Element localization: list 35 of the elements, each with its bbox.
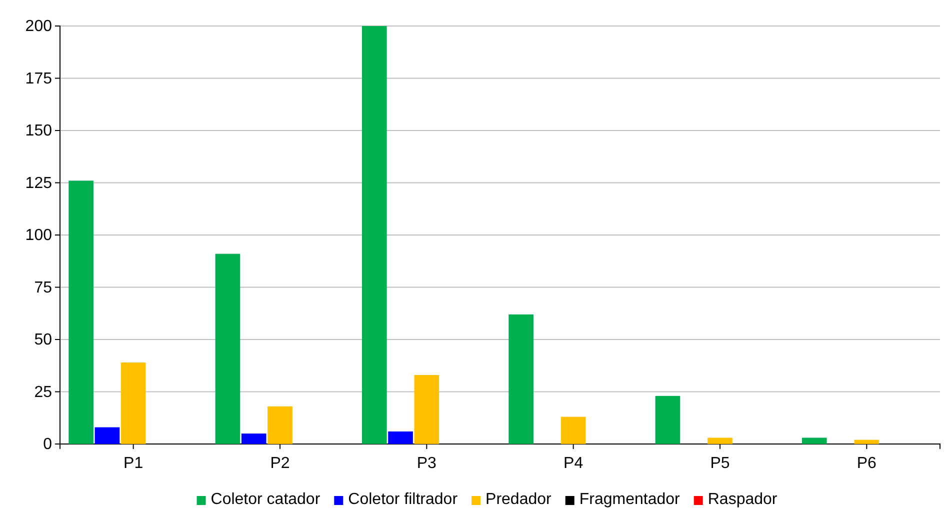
bar [388, 431, 413, 444]
y-tick-label: 25 [34, 384, 52, 401]
legend-label: Coletor catador [210, 491, 321, 508]
bar [508, 314, 534, 444]
y-tick-label: 175 [25, 70, 52, 88]
bar [802, 438, 827, 444]
y-tick-label: 100 [25, 227, 52, 244]
legend-label: Predador [486, 491, 552, 508]
x-tick-label: P6 [856, 455, 877, 472]
bar [68, 180, 94, 444]
bar [708, 438, 732, 444]
bar [120, 362, 146, 444]
y-tick-label: 125 [25, 174, 52, 192]
y-tick-label: 50 [34, 332, 52, 349]
x-tick-label: P4 [564, 455, 584, 472]
y-tick-label: 0 [43, 436, 52, 454]
bar [854, 440, 880, 444]
x-tick-label: P5 [710, 455, 730, 472]
bar [94, 427, 120, 444]
bar [414, 375, 440, 444]
x-tick-label: P2 [270, 455, 290, 472]
legend-label: Raspador [708, 491, 778, 508]
bar [560, 416, 586, 444]
bar [268, 406, 292, 444]
legend-label: Coletor filtrador [348, 491, 458, 508]
y-tick-label: 200 [25, 18, 52, 36]
bar [362, 26, 387, 444]
y-tick-label: 75 [34, 279, 52, 296]
y-tick-label: 150 [25, 122, 52, 140]
bar [241, 434, 266, 444]
x-tick-label: P3 [416, 455, 437, 472]
bar [215, 254, 240, 444]
bar [655, 396, 680, 444]
legend-label: Fragmentador [579, 491, 681, 508]
x-tick-label: P1 [124, 455, 144, 472]
